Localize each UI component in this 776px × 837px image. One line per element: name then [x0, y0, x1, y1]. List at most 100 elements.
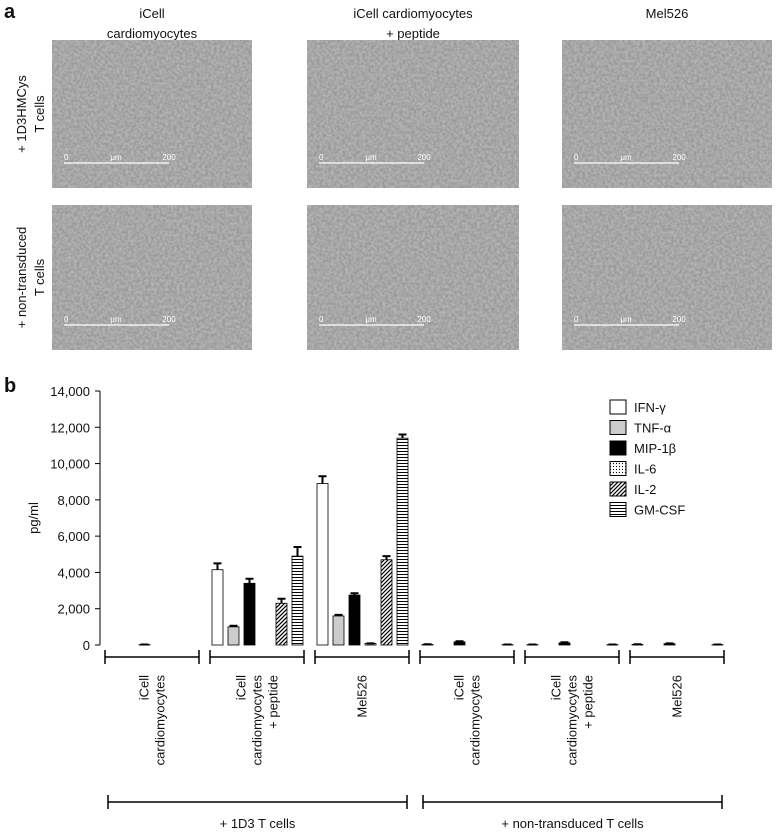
error-bar: [230, 626, 238, 627]
legend-label: GM-CSF: [634, 503, 685, 518]
bar: [381, 560, 392, 645]
cell-texture: [562, 205, 772, 350]
text-line: iCell: [234, 675, 249, 700]
text-line: cardiomyocytes: [468, 675, 483, 766]
text-line: iCell: [549, 675, 564, 700]
y-tick-label: 4,000: [57, 565, 90, 580]
scale-bar-label: μm: [365, 315, 377, 324]
text-line: + peptide: [581, 675, 596, 729]
panel-letter: a: [4, 1, 16, 23]
text-line: iCell cardiomyocytes: [353, 6, 473, 21]
text-line: cardiomyocytes: [153, 675, 168, 766]
bar: [454, 642, 465, 645]
error-bar: [383, 556, 391, 560]
y-tick-label: 2,000: [57, 602, 90, 617]
column-header: Mel526: [646, 6, 689, 21]
cell-texture: [562, 40, 772, 188]
category-bracket: [630, 650, 724, 664]
scale-bar-label: 200: [417, 315, 431, 324]
scale-bar-label: 200: [162, 315, 176, 324]
error-bar: [456, 641, 464, 642]
legend-swatch: [610, 400, 626, 414]
bar: [244, 583, 255, 645]
text-line: cardiomyocytes: [250, 675, 265, 766]
scale-bar-label: μm: [110, 315, 122, 324]
x-tick-label: iCellcardiomyocytes+ peptide: [549, 675, 596, 766]
text-line: T cells: [32, 95, 47, 133]
text-line: + peptide: [266, 675, 281, 729]
error-bar: [214, 563, 222, 569]
scale-bar-label: 200: [417, 153, 431, 162]
scale-bar-label: 200: [162, 153, 176, 162]
bar: [212, 570, 223, 645]
y-tick-label: 0: [83, 638, 90, 653]
legend-label: IL-2: [634, 482, 656, 497]
legend-label: IFN-γ: [634, 400, 666, 415]
error-bar: [278, 599, 286, 604]
category-bracket: [315, 650, 409, 664]
legend-swatch: [610, 421, 626, 435]
scale-bar-label: μm: [620, 153, 632, 162]
scale-bar-label: 0: [319, 315, 324, 324]
scale-bar-label: μm: [110, 153, 122, 162]
scale-bar-label: 0: [574, 153, 579, 162]
legend-swatch: [610, 462, 626, 476]
text-line: Mel526: [646, 6, 689, 21]
scale-bar-label: μm: [365, 153, 377, 162]
scale-bar-label: 200: [672, 315, 686, 324]
text-line: + non-transduced: [14, 227, 29, 329]
y-tick-label: 10,000: [50, 457, 90, 472]
error-bar: [561, 642, 569, 643]
bar: [333, 616, 344, 645]
legend-swatch: [610, 503, 626, 517]
y-tick-label: 14,000: [50, 384, 90, 399]
y-axis-label: pg/ml: [26, 502, 41, 534]
bar: [292, 556, 303, 645]
x-tick-label: Mel526: [670, 675, 685, 718]
scale-bar-label: 0: [319, 153, 324, 162]
x-tick-label: iCellcardiomyocytes+ peptide: [234, 675, 281, 766]
text-line: + 1D3HMCys: [14, 75, 29, 153]
cell-texture: [52, 205, 252, 350]
text-line: iCell: [137, 675, 152, 700]
scale-bar-label: 0: [574, 315, 579, 324]
text-line: + peptide: [386, 26, 440, 41]
group-bracket: [108, 795, 407, 809]
bar: [397, 438, 408, 645]
legend-label: MIP-1β: [634, 441, 676, 456]
legend-label: IL-6: [634, 462, 656, 477]
category-bracket: [105, 650, 199, 664]
group-label: + non-transduced T cells: [501, 816, 644, 831]
text-line: Mel526: [355, 675, 370, 718]
panel-letter: b: [4, 375, 16, 397]
error-bar: [319, 476, 327, 483]
category-bracket: [420, 650, 514, 664]
x-tick-label: Mel526: [355, 675, 370, 718]
legend-swatch: [610, 482, 626, 496]
legend-label: TNF-α: [634, 421, 672, 436]
column-header: iCell cardiomyocytes + peptide: [353, 6, 473, 41]
cell-texture: [52, 40, 252, 188]
scale-bar-label: 200: [672, 153, 686, 162]
text-line: Mel526: [670, 675, 685, 718]
bar: [276, 603, 287, 645]
category-bracket: [210, 650, 304, 664]
text-line: T cells: [32, 258, 47, 296]
text-line: cardiomyocytes: [107, 26, 198, 41]
x-tick-label: iCellcardiomyocytes: [452, 675, 483, 766]
bar: [317, 484, 328, 645]
cell-texture: [307, 40, 519, 188]
group-bracket: [423, 795, 722, 809]
text-line: iCell: [452, 675, 467, 700]
y-tick-label: 6,000: [57, 529, 90, 544]
error-bar: [399, 435, 407, 439]
x-tick-label: iCellcardiomyocytes: [137, 675, 168, 766]
scale-bar-label: μm: [620, 315, 632, 324]
scale-bar-label: 0: [64, 315, 69, 324]
cell-texture: [307, 205, 519, 350]
legend-swatch: [610, 441, 626, 455]
